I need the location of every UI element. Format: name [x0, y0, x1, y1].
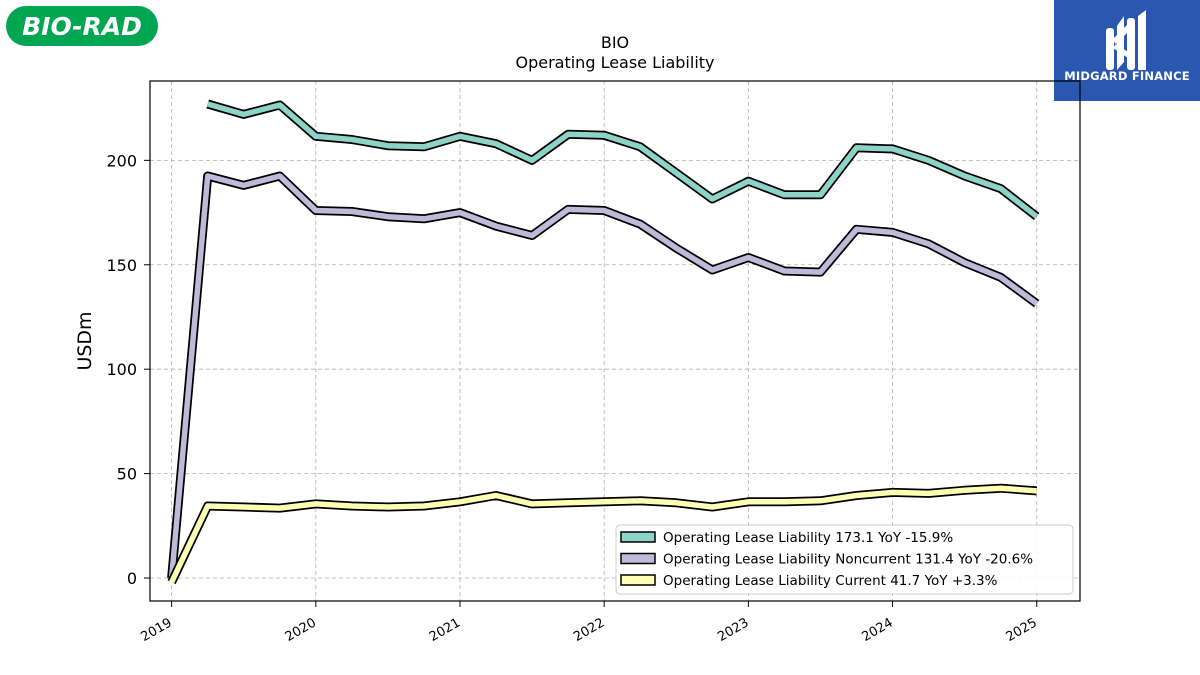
x-tick-label: 2023	[715, 615, 751, 645]
y-tick-label: 100	[106, 360, 137, 379]
x-tick-label: 2021	[427, 615, 463, 645]
x-tick-label: 2020	[283, 615, 319, 645]
legend-box	[615, 524, 1074, 595]
series-line-2	[169, 485, 1037, 584]
legend-swatch	[620, 574, 656, 586]
x-tick-label: 2025	[1004, 615, 1040, 645]
series-line-0	[206, 101, 1039, 219]
x-axis-ticks: 2019 2020 2021 2022 2023 2024 2025	[139, 601, 1040, 645]
x-tick-label: 2024	[859, 615, 895, 645]
y-tick-label: 200	[106, 151, 137, 170]
bio-rad-logo-text: BIO-RAD	[22, 12, 142, 41]
y-axis-label: USDm	[74, 311, 96, 370]
grid	[150, 81, 1080, 601]
x-tick-label: 2022	[571, 615, 607, 645]
chart-subtitle: Operating Lease Liability	[515, 53, 714, 72]
series-lines	[167, 99, 1040, 585]
legend-entry: Operating Lease Liability Current 41.7 Y…	[663, 573, 998, 589]
series-line-1	[168, 173, 1039, 579]
midgard-emblem-icon	[1106, 10, 1146, 70]
y-tick-label: 150	[106, 256, 137, 275]
y-tick-label: 0	[127, 569, 137, 588]
chart-title: BIO	[601, 33, 629, 52]
legend: Operating Lease Liability 173.1 YoY -15.…	[615, 524, 1074, 595]
legend-swatch	[620, 531, 656, 543]
midgard-finance-name: MIDGARD FINANCE	[1064, 69, 1190, 83]
legend-swatch	[620, 552, 656, 565]
bio-rad-logo: BIO-RAD	[6, 6, 158, 46]
midgard-finance-logo: MIDGARD FINANCE	[1054, 0, 1200, 101]
legend-entry: Operating Lease Liability 173.1 YoY -15.…	[663, 530, 953, 546]
y-tick-label: 50	[117, 465, 137, 484]
y-axis-ticks: 0 50 100 150 200	[106, 151, 150, 588]
x-tick-label: 2019	[139, 615, 175, 645]
legend-entry: Operating Lease Liability Noncurrent 131…	[663, 552, 1033, 568]
plot-frame	[149, 80, 1081, 602]
